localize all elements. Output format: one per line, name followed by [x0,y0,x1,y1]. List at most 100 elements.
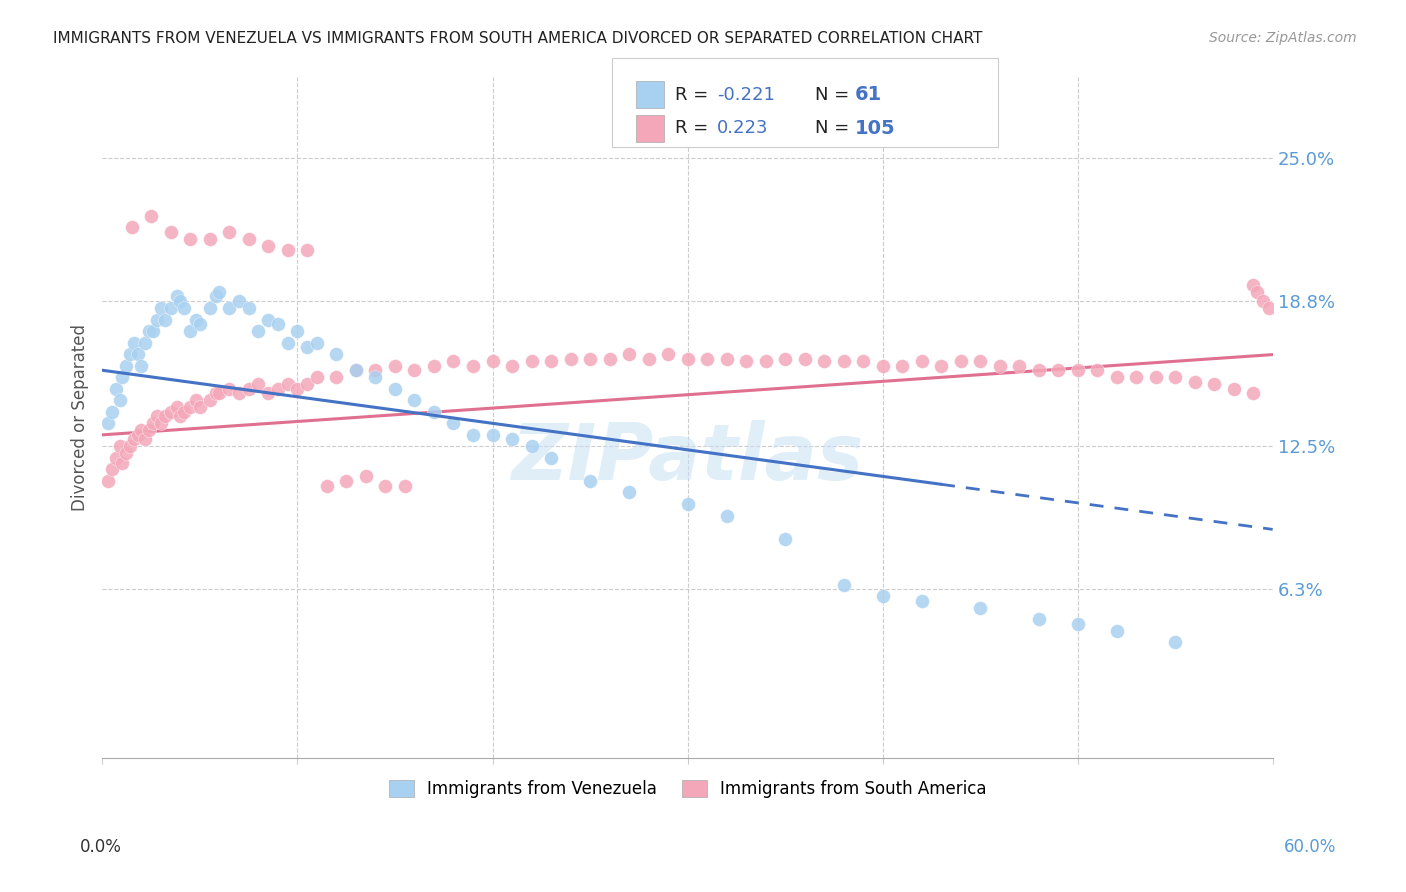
Point [1204,377,1226,392]
Point [872,589,894,603]
Point [146,312,169,326]
Point [1164,635,1187,649]
Point [179,232,201,246]
Point [184,312,207,326]
Point [105,450,128,465]
Point [540,354,562,368]
Point [149,417,172,431]
Point [929,359,952,373]
Text: 60.0%: 60.0% [1284,838,1337,856]
Point [305,335,328,350]
Text: 0.223: 0.223 [717,120,769,137]
Point [716,508,738,523]
Point [198,301,221,315]
Y-axis label: Divorced or Separated: Divorced or Separated [72,324,89,511]
Legend: Immigrants from Venezuela, Immigrants from South America: Immigrants from Venezuela, Immigrants fr… [382,773,993,805]
Text: ZIPatlas: ZIPatlas [512,420,863,496]
Point [257,239,280,253]
Point [832,354,855,368]
Point [1246,285,1268,299]
Point [617,485,640,500]
Point [374,478,396,492]
Point [969,354,991,368]
Point [1105,624,1128,638]
Point [773,532,796,546]
Point [287,324,309,338]
Text: -0.221: -0.221 [717,86,775,103]
Point [832,578,855,592]
Point [277,335,299,350]
Point [208,285,231,299]
Point [138,423,160,437]
Point [481,427,503,442]
Point [142,324,165,338]
Point [735,354,758,368]
Point [173,301,195,315]
Point [384,359,406,373]
Point [1028,363,1050,377]
Point [111,456,134,470]
Point [315,478,337,492]
Point [637,351,659,366]
Point [520,439,543,453]
Point [297,377,319,392]
Point [657,347,679,361]
Point [131,359,153,373]
Point [159,405,181,419]
Point [111,370,134,384]
Point [198,393,221,408]
Point [122,433,145,447]
Text: R =: R = [675,86,714,103]
Point [97,474,120,488]
Point [1241,386,1264,401]
Point [218,301,240,315]
Point [228,294,250,309]
Point [247,324,270,338]
Point [1257,301,1279,315]
Point [696,351,718,366]
Point [501,433,523,447]
Point [1066,363,1088,377]
Point [1028,612,1050,626]
Text: 105: 105 [855,119,896,137]
Point [676,351,699,366]
Point [188,317,211,331]
Point [122,335,145,350]
Point [188,400,211,414]
Point [141,209,163,223]
Point [166,400,188,414]
Point [344,363,367,377]
Point [208,386,231,401]
Point [118,439,141,453]
Point [138,324,160,338]
Point [127,427,149,442]
Point [949,354,972,368]
Point [910,354,932,368]
Point [461,359,484,373]
Point [1105,370,1128,384]
Point [560,351,582,366]
Point [404,393,426,408]
Point [228,386,250,401]
Point [97,417,120,431]
Point [297,244,319,258]
Point [257,312,280,326]
Point [773,351,796,366]
Text: N =: N = [815,86,855,103]
Point [108,439,131,453]
Text: IMMIGRANTS FROM VENEZUELA VS IMMIGRANTS FROM SOUTH AMERICA DIVORCED OR SEPARATED: IMMIGRANTS FROM VENEZUELA VS IMMIGRANTS … [53,31,983,46]
Text: N =: N = [815,120,855,137]
Point [1184,375,1206,389]
Point [277,377,299,392]
Point [204,289,226,303]
Point [1047,363,1070,377]
Point [247,377,270,392]
Point [599,351,621,366]
Point [218,382,240,396]
Point [218,225,240,239]
Point [305,370,328,384]
Point [153,312,176,326]
Point [344,363,367,377]
Point [238,382,260,396]
Point [1222,382,1244,396]
